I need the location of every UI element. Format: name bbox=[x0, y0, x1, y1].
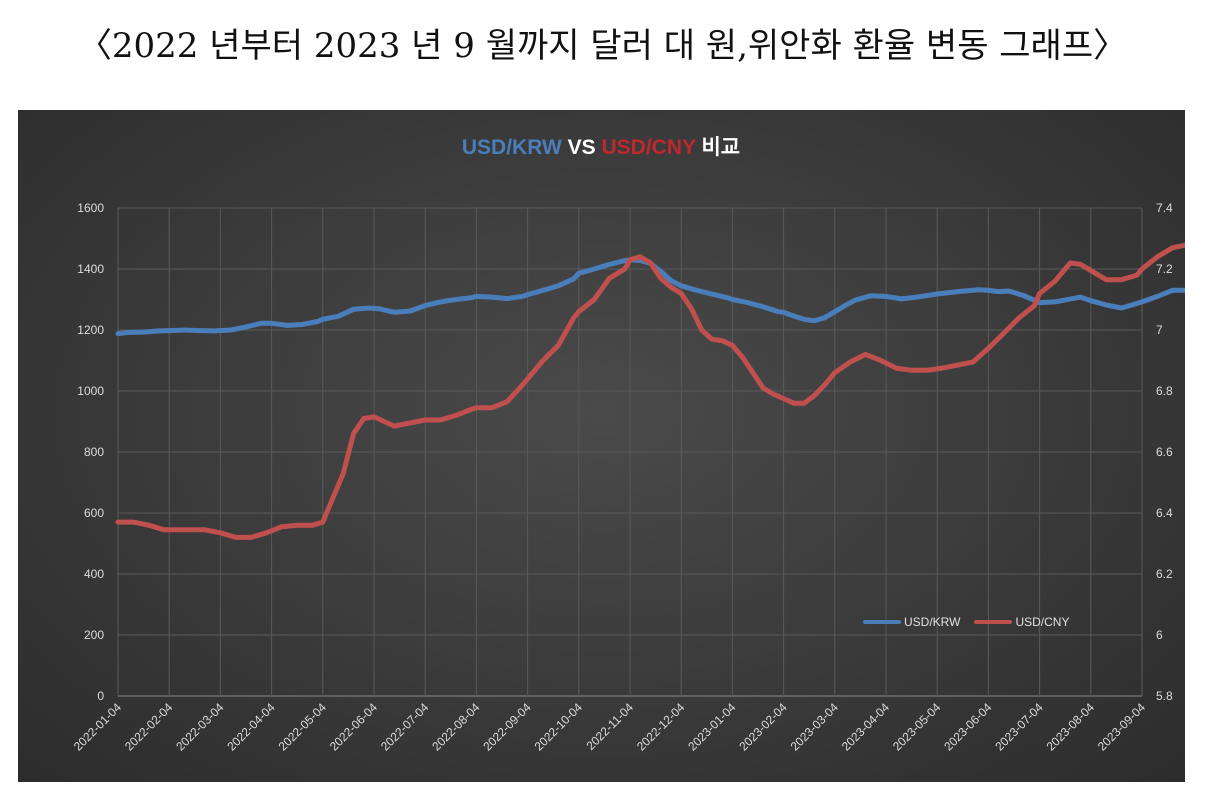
x-tick-label: 2023-01-04 bbox=[685, 700, 739, 754]
x-tick-label: 2022-06-04 bbox=[327, 700, 381, 754]
y-right-tick-label: 7.2 bbox=[1156, 262, 1173, 276]
series-line-usd-krw bbox=[115, 257, 1185, 337]
x-tick-label: 2023-05-04 bbox=[890, 700, 944, 754]
grid-layer bbox=[117, 207, 1143, 697]
y-right-tick-label: 6.2 bbox=[1156, 567, 1173, 581]
y-left-tick-label: 600 bbox=[84, 506, 104, 520]
x-tick-label: 2022-12-04 bbox=[634, 700, 688, 754]
page-title: 〈2022 년부터 2023 년 9 월까지 달러 대 원,위안화 환율 변동 … bbox=[77, 26, 1128, 66]
y-right-tick-label: 7 bbox=[1156, 323, 1163, 337]
chart-title-part: USD/KRW bbox=[462, 136, 562, 159]
x-tick-label: 2023-08-04 bbox=[1044, 700, 1098, 754]
chart-title-part: VS bbox=[562, 136, 602, 159]
x-tick-label: 2022-01-04 bbox=[71, 700, 125, 754]
y-right-tick-label: 5.8 bbox=[1156, 689, 1173, 703]
legend-label-cny: USD/CNY bbox=[1015, 615, 1070, 629]
x-tick-label: 2023-06-04 bbox=[941, 700, 995, 754]
y-right-tick-label: 7.4 bbox=[1156, 201, 1173, 215]
chart-title-part: USD/CNY bbox=[602, 136, 697, 159]
x-tick-label: 2022-02-04 bbox=[122, 700, 176, 754]
y-right-tick-label: 6.8 bbox=[1156, 384, 1173, 398]
legend-swatch-cny bbox=[974, 620, 1013, 624]
y-left-tick-label: 1200 bbox=[77, 323, 104, 337]
series-line-usd-cny bbox=[115, 242, 1185, 540]
x-tick-label: 2023-07-04 bbox=[992, 700, 1046, 754]
legend: USD/KRW USD/CNY bbox=[863, 615, 1069, 629]
x-tick-label: 2022-11-04 bbox=[583, 700, 636, 753]
y-right-tick-label: 6.4 bbox=[1156, 506, 1173, 520]
legend-item-krw: USD/KRW bbox=[863, 615, 960, 629]
chart-title-part: 비교 bbox=[696, 136, 740, 159]
x-tick-label: 2022-03-04 bbox=[173, 700, 227, 754]
legend-label-krw: USD/KRW bbox=[904, 615, 961, 629]
series-layer bbox=[115, 242, 1185, 540]
y-right-tick-label: 6.6 bbox=[1156, 445, 1173, 459]
chart-canvas: 0 200 400 600 800 1000 1200 1400 1600 5.8 6 6.2 6.4 6… bbox=[71, 136, 1185, 754]
x-tick-label: 2022-10-04 bbox=[532, 700, 586, 754]
y-left-tick-label: 1000 bbox=[77, 384, 104, 398]
chart-panel: 0 200 400 600 800 1000 1200 1400 1600 5.8 6 6.2 6.4 6… bbox=[18, 110, 1185, 782]
x-tick-label: 2023-02-04 bbox=[736, 700, 790, 754]
x-tick-label: 2022-09-04 bbox=[480, 700, 534, 754]
y-right-tick-label: 6 bbox=[1156, 628, 1163, 642]
y-left-tick-label: 800 bbox=[84, 445, 104, 459]
y-left-tick-label: 400 bbox=[84, 567, 104, 581]
y-left-tick-label: 1600 bbox=[77, 201, 104, 215]
x-tick-label: 2022-05-04 bbox=[276, 700, 330, 754]
x-tick-label: 2023-09-04 bbox=[1095, 700, 1149, 754]
legend-swatch-krw bbox=[863, 620, 901, 624]
x-tick-label: 2023-04-04 bbox=[839, 700, 893, 754]
x-tick-label: 2022-08-04 bbox=[429, 700, 483, 754]
x-tick-label: 2022-07-04 bbox=[378, 700, 432, 754]
x-tick-label: 2023-03-04 bbox=[788, 700, 842, 754]
y-left-tick-label: 0 bbox=[97, 689, 104, 703]
y-left-tick-label: 200 bbox=[84, 628, 104, 642]
chart-title: USD/KRW VS USD/CNY 비교 bbox=[462, 136, 740, 159]
x-tick-label: 2022-04-04 bbox=[224, 700, 278, 754]
y-left-tick-label: 1400 bbox=[77, 262, 104, 276]
legend-item-cny: USD/CNY bbox=[974, 615, 1069, 629]
axis-layer: 0 200 400 600 800 1000 1200 1400 1600 5.8 6 6.2 6.4 6… bbox=[71, 201, 1173, 754]
